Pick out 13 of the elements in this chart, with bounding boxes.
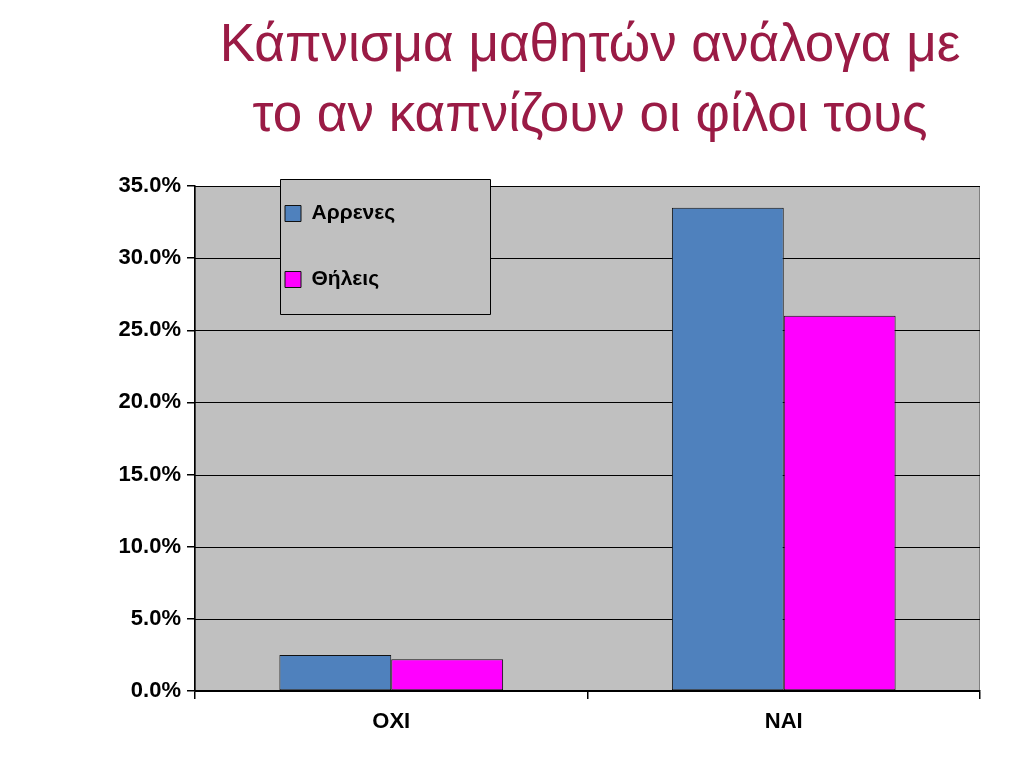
legend-label: Αρρενες <box>311 200 396 225</box>
x-tick-label: ΝΑΙ <box>764 708 803 734</box>
y-tick-label: 5.0% <box>130 604 181 630</box>
y-tick-label: 30.0% <box>118 244 181 270</box>
y-tick-label: 10.0% <box>118 532 181 558</box>
legend-label: Θήλεις <box>311 266 380 291</box>
y-tick-label: 35.0% <box>118 172 181 198</box>
x-tick-label: ΟΧΙ <box>372 708 411 734</box>
chart-title: Κάπνισμα μαθητών ανάλογα με το αν καπνίζουν οι φίλοι τους <box>218 12 962 144</box>
y-tick-label: 15.0% <box>118 460 181 486</box>
y-tick-label: 20.0% <box>118 388 181 414</box>
y-tick-label: 0.0% <box>130 677 181 703</box>
y-tick-label: 25.0% <box>118 316 181 342</box>
